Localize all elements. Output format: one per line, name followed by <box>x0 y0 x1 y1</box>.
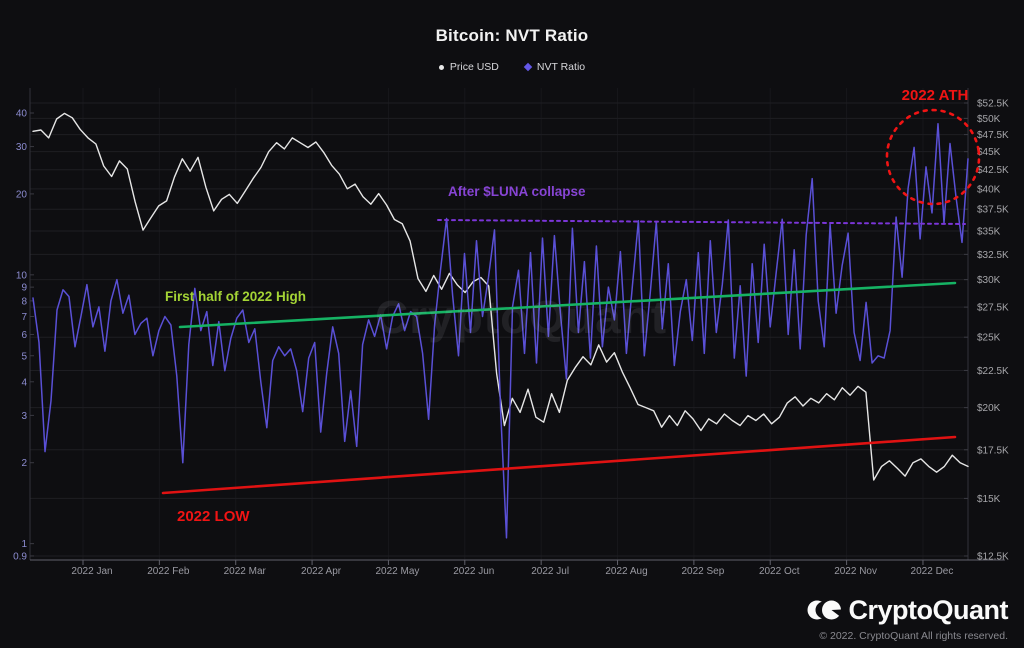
x-axis-label: 2022 Jul <box>531 566 569 577</box>
left-axis-label: 0.9 <box>13 551 27 562</box>
left-axis-label: 30 <box>16 142 28 153</box>
x-axis-label: 2022 Nov <box>834 566 877 577</box>
legend-item-price-usd[interactable]: Price USD <box>438 61 499 73</box>
left-axis-label: 9 <box>21 283 27 294</box>
page-title: Bitcoin: NVT Ratio <box>435 26 589 45</box>
right-axis-label: $52.5K <box>977 99 1009 110</box>
right-axis-label: $15K <box>977 494 1001 505</box>
x-axis-label: 2022 Oct <box>759 566 800 577</box>
after-luna-collapse-level-line <box>437 219 966 225</box>
left-axis-label: 7 <box>21 312 27 323</box>
first-half-2022-high-line <box>178 281 957 329</box>
annotation-first-half-high: First half of 2022 High <box>165 289 307 304</box>
right-axis-label: $42.5K <box>977 165 1009 176</box>
x-axis-label: 2022 May <box>375 566 419 577</box>
left-axis-label: 40 <box>16 109 28 120</box>
footer-brand: CryptoQuant © 2022. CryptoQuant All righ… <box>805 592 1009 642</box>
footer-brand-name: CryptoQuant <box>848 594 1009 625</box>
right-axis-label: $40K <box>977 184 1001 195</box>
nvt-ratio-line <box>32 122 969 539</box>
right-axis-label: $50K <box>977 114 1001 125</box>
left-axis-label: 4 <box>21 377 27 388</box>
x-axis-label: 2022 Jun <box>453 566 494 577</box>
left-axis-label: 3 <box>21 411 27 422</box>
cryptoquant-logo-icon <box>807 600 841 620</box>
ath-ellipse <box>885 108 981 206</box>
right-axis-label: $30K <box>977 275 1001 286</box>
x-axis-label: 2022 Jan <box>71 566 112 577</box>
annotation-luna-collapse: After $LUNA collapse <box>448 184 586 199</box>
left-axis-label: 8 <box>21 296 27 307</box>
price-usd-dot-icon <box>438 64 444 70</box>
right-axis-label: $45K <box>977 147 1001 158</box>
right-axis-label: $37.5K <box>977 205 1009 216</box>
right-axis-label: $17.5K <box>977 445 1009 456</box>
right-axis-label: $12.5K <box>977 551 1009 562</box>
legend-label-nvt-ratio: NVT Ratio <box>536 61 586 73</box>
x-axis-label: 2022 Sep <box>681 566 724 577</box>
x-axis-label: 2022 Aug <box>605 566 647 577</box>
left-axis-label: 1 <box>21 539 27 550</box>
x-axis-label: 2022 Mar <box>224 566 267 577</box>
legend-item-nvt-ratio[interactable]: NVT Ratio <box>523 61 586 73</box>
right-axis-label: $22.5K <box>977 366 1009 377</box>
legend: Price USD NVT Ratio <box>0 61 1024 73</box>
footer-copyright: © 2022. CryptoQuant All rights reserved. <box>819 630 1008 642</box>
right-axis-label: $47.5K <box>977 130 1009 141</box>
annotation-2022-low: 2022 LOW <box>177 508 250 525</box>
left-axis-label: 2 <box>21 458 27 469</box>
x-axis-label: 2022 Feb <box>147 566 190 577</box>
legend-label-price-usd: Price USD <box>449 61 499 73</box>
x-axis-label: 2022 Apr <box>301 566 342 577</box>
right-axis-label: $32.5K <box>977 250 1009 261</box>
right-axis-label: $25K <box>977 333 1001 344</box>
annotation-2022-ath: 2022 ATH <box>901 87 969 104</box>
left-axis-label: 5 <box>21 351 27 362</box>
left-axis-label: 6 <box>21 330 27 341</box>
right-axis-label: $20K <box>977 403 1001 414</box>
right-axis-label: $27.5K <box>977 303 1009 314</box>
2022-low-line <box>161 435 957 495</box>
x-axis-label: 2022 Dec <box>911 566 954 577</box>
left-axis-label: 20 <box>16 189 28 200</box>
left-axis-label: 10 <box>16 270 28 281</box>
right-axis-label: $35K <box>977 226 1001 237</box>
